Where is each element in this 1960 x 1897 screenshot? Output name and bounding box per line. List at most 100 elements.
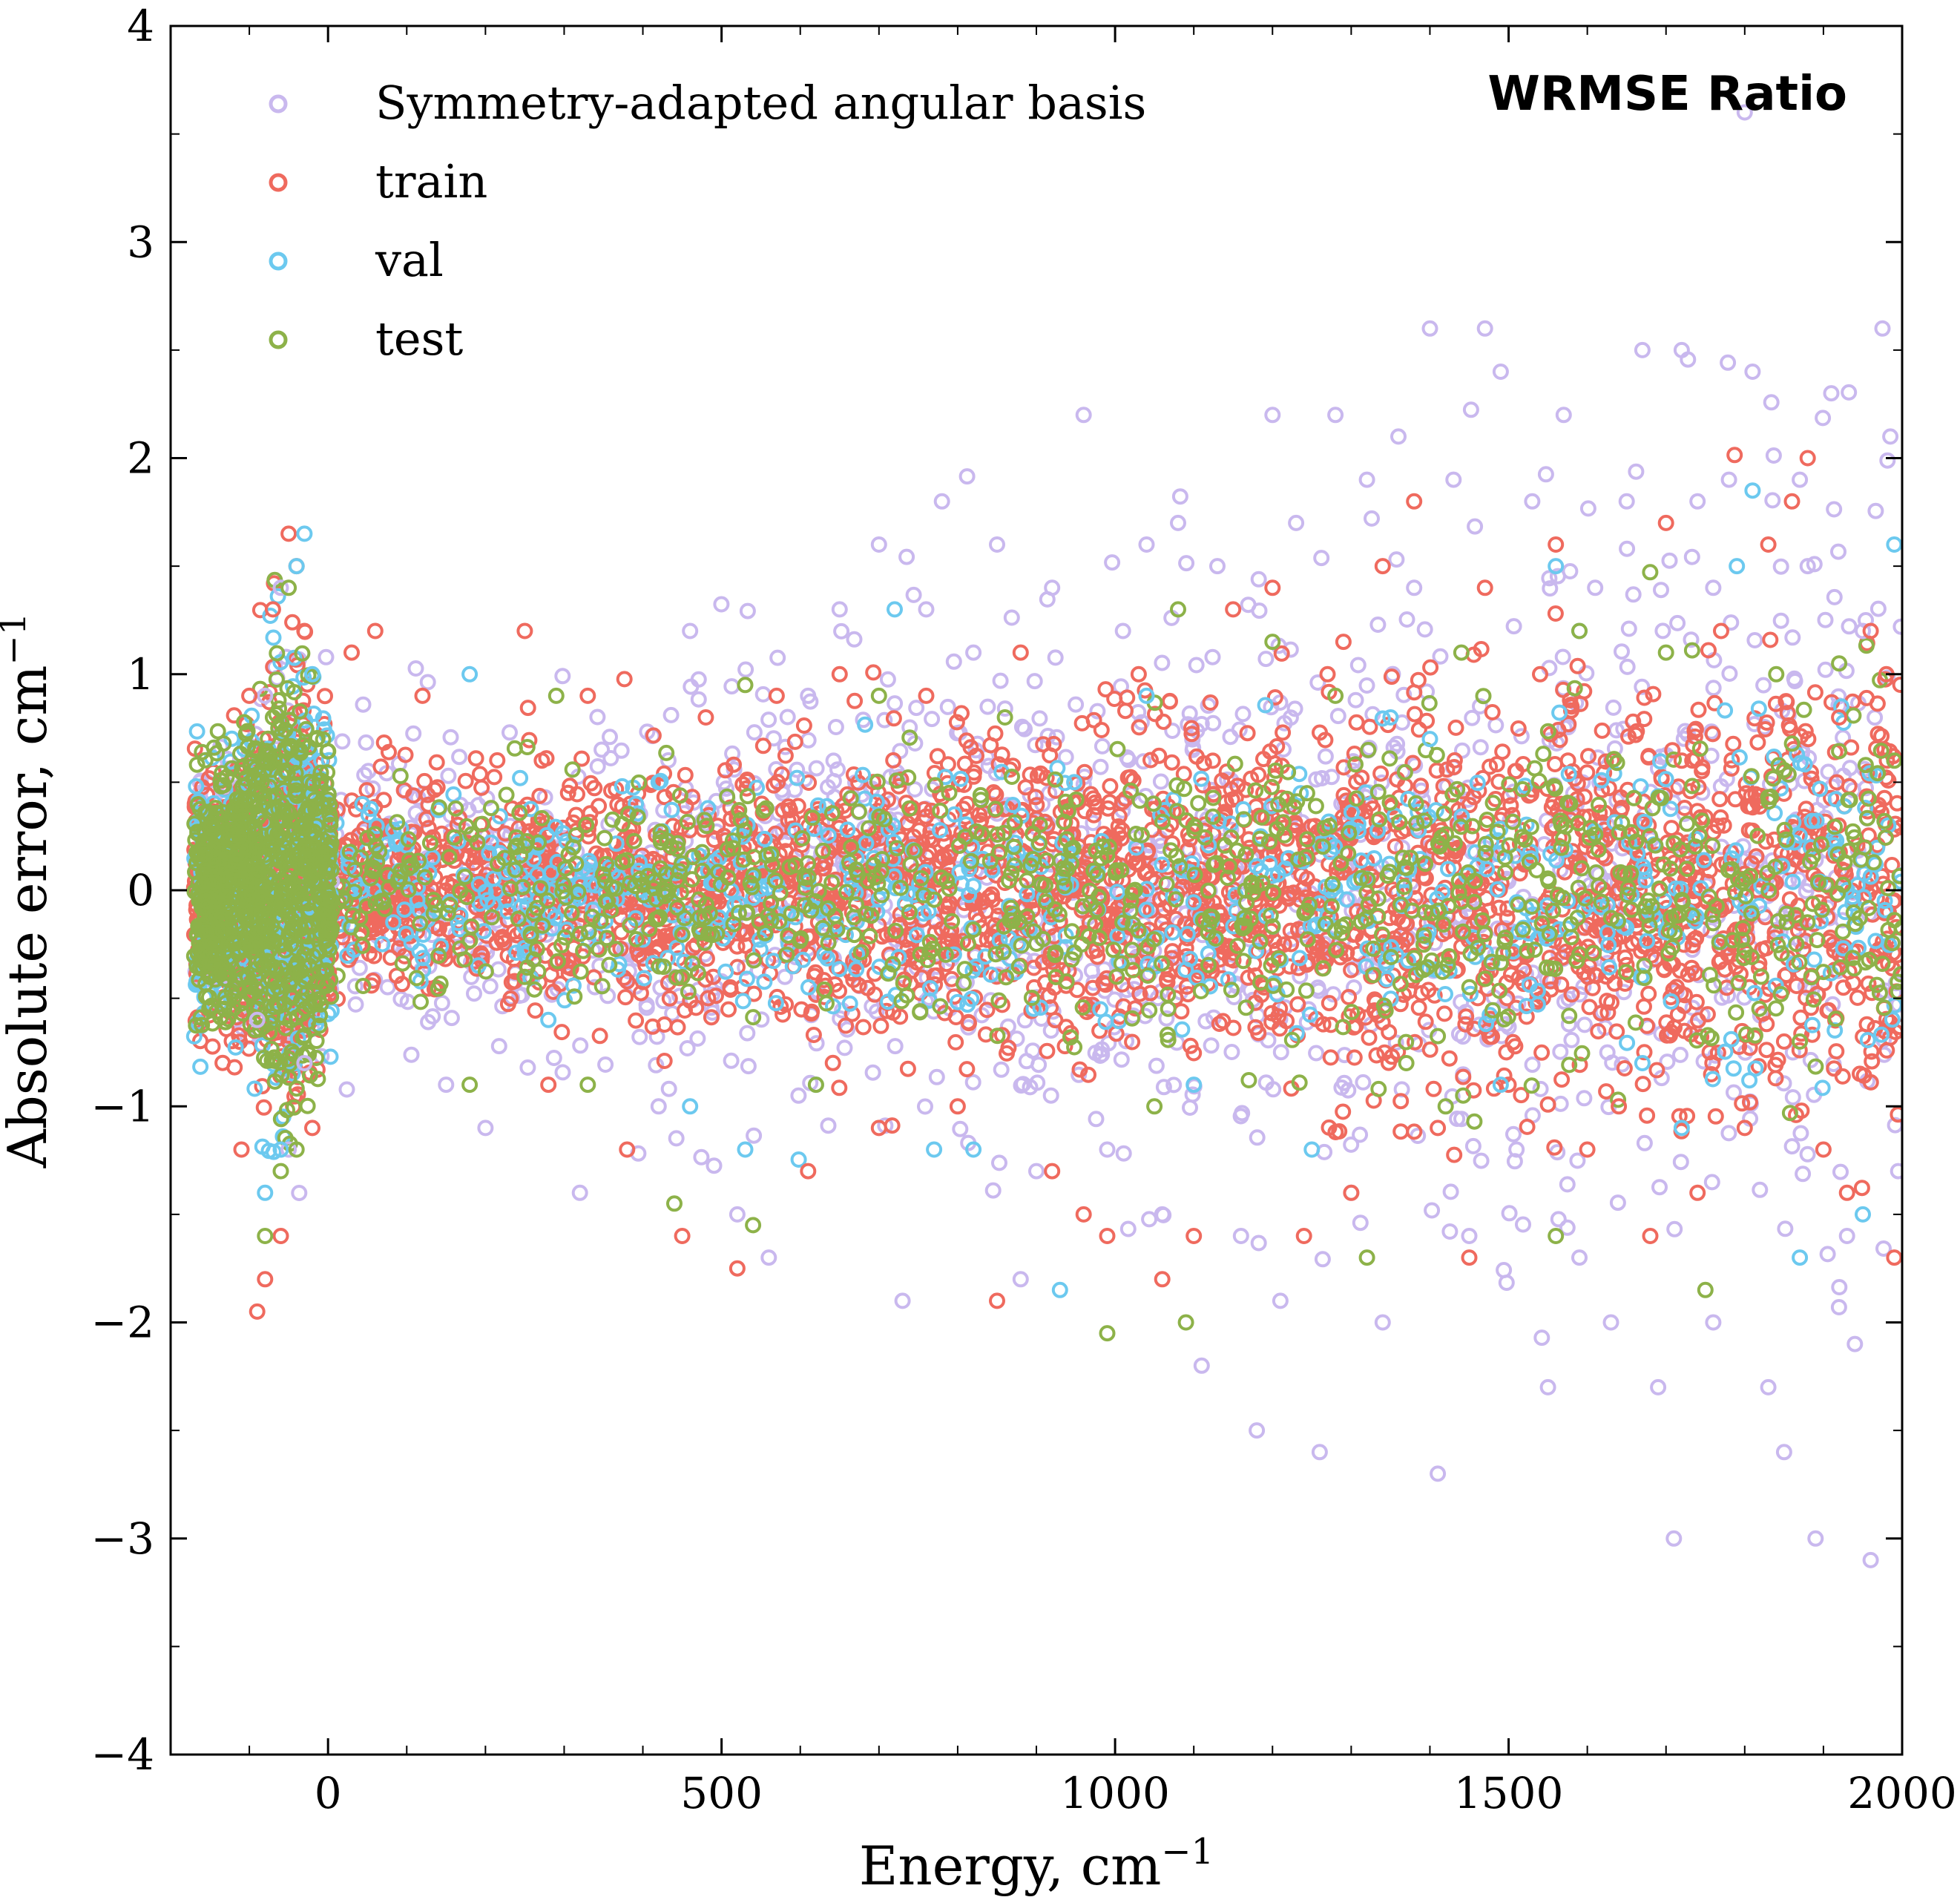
bg-point <box>1869 695 1886 712</box>
bg-point <box>1537 466 1554 483</box>
background-point-clouds <box>185 351 1902 1347</box>
bg-point <box>1372 765 1390 782</box>
bg-point <box>1605 699 1622 716</box>
bg-point <box>746 985 763 1002</box>
bg-point <box>1703 1174 1720 1191</box>
bg-point <box>706 1157 723 1174</box>
bg-point <box>760 711 777 729</box>
bg-point <box>1368 1047 1385 1064</box>
bg-point <box>1436 1005 1453 1022</box>
bg-point <box>1659 1053 1676 1071</box>
bg-point <box>1562 563 1579 579</box>
bg-point <box>907 781 924 798</box>
bg-point <box>1569 1152 1586 1169</box>
bg-point <box>631 1028 648 1045</box>
bg-point <box>1273 645 1290 662</box>
bg-point <box>1835 979 1852 996</box>
bg-point <box>1286 700 1303 717</box>
bg-point <box>1547 605 1564 622</box>
bg-point <box>956 755 973 772</box>
bg-point <box>1831 1279 1848 1295</box>
bg-point <box>850 977 867 994</box>
bg-point <box>1634 1076 1651 1093</box>
bg-point <box>1416 621 1433 638</box>
bg-point <box>1524 1056 1541 1074</box>
bg-point <box>899 1060 916 1077</box>
bg-point <box>1092 758 1109 775</box>
bg-point <box>1016 720 1033 737</box>
bg-point <box>1806 684 1823 701</box>
bg-point <box>795 717 812 734</box>
bg-point <box>1666 1220 1683 1237</box>
bg-point <box>1381 1024 1398 1041</box>
bg-point <box>689 1030 706 1047</box>
bg-point <box>831 1079 848 1097</box>
bg-point <box>1619 1034 1636 1051</box>
bg-point <box>1148 1057 1165 1074</box>
bg-point <box>928 1068 945 1085</box>
bg-point <box>656 1053 673 1069</box>
bg-point <box>734 993 752 1010</box>
bg-point <box>1690 701 1707 718</box>
bg-point <box>1250 1234 1267 1252</box>
bg-point <box>724 745 741 762</box>
bg-point <box>1094 737 1111 754</box>
bg-point <box>1502 797 1519 814</box>
bg-point <box>597 1056 614 1073</box>
bg-point <box>693 1148 710 1166</box>
bg-point <box>1725 1060 1742 1077</box>
bg-point <box>1113 1051 1130 1068</box>
bg-point <box>766 777 783 794</box>
bg-point <box>1721 665 1738 682</box>
bg-point <box>1457 1016 1474 1033</box>
bg-point <box>1668 979 1685 996</box>
bg-point <box>1250 571 1267 588</box>
bg-point <box>466 985 482 1002</box>
bg-point <box>964 1074 981 1091</box>
bg-point <box>824 1054 841 1071</box>
bg-point <box>1654 622 1671 640</box>
bg-point <box>1325 986 1342 1003</box>
bg-point <box>905 586 922 603</box>
bg-point <box>554 668 571 685</box>
bg-point <box>443 1010 460 1027</box>
bg-point <box>1636 998 1652 1015</box>
bg-point <box>471 766 488 783</box>
bg-point <box>1892 618 1902 635</box>
bg-point <box>1832 1163 1849 1180</box>
bg-point <box>1447 719 1464 736</box>
bg-point <box>554 1064 571 1081</box>
bg-point <box>355 696 372 713</box>
bg-point <box>1553 1071 1571 1088</box>
bg-point <box>1830 543 1846 560</box>
bg-point <box>1535 746 1552 763</box>
bg-point <box>1249 1129 1266 1146</box>
bg-point <box>1158 1010 1175 1027</box>
bg-point <box>887 1038 904 1055</box>
bg-point <box>1388 551 1405 568</box>
bg-point <box>1467 518 1484 535</box>
bg-point <box>1104 554 1121 571</box>
bg-point <box>723 1052 740 1069</box>
bg-point <box>1424 1202 1441 1219</box>
bg-point <box>1650 760 1666 777</box>
bg-point <box>790 1151 807 1168</box>
bg-point <box>1309 674 1326 691</box>
bg-point <box>1620 620 1637 637</box>
bg-point <box>481 978 499 995</box>
bg-point <box>1234 706 1252 723</box>
bg-point <box>428 754 445 771</box>
bg-point <box>1093 722 1110 738</box>
bg-point <box>346 978 364 995</box>
bg-point <box>1152 773 1169 790</box>
bg-point <box>1178 555 1195 572</box>
bg-point <box>1292 967 1309 984</box>
bg-point <box>829 761 846 778</box>
bg-point <box>1849 989 1866 1006</box>
bg-point <box>1392 1093 1410 1110</box>
bg-point <box>740 1058 757 1075</box>
bg-point <box>1559 1176 1576 1193</box>
bg-point <box>1352 1214 1369 1232</box>
bg-point <box>1578 665 1595 682</box>
